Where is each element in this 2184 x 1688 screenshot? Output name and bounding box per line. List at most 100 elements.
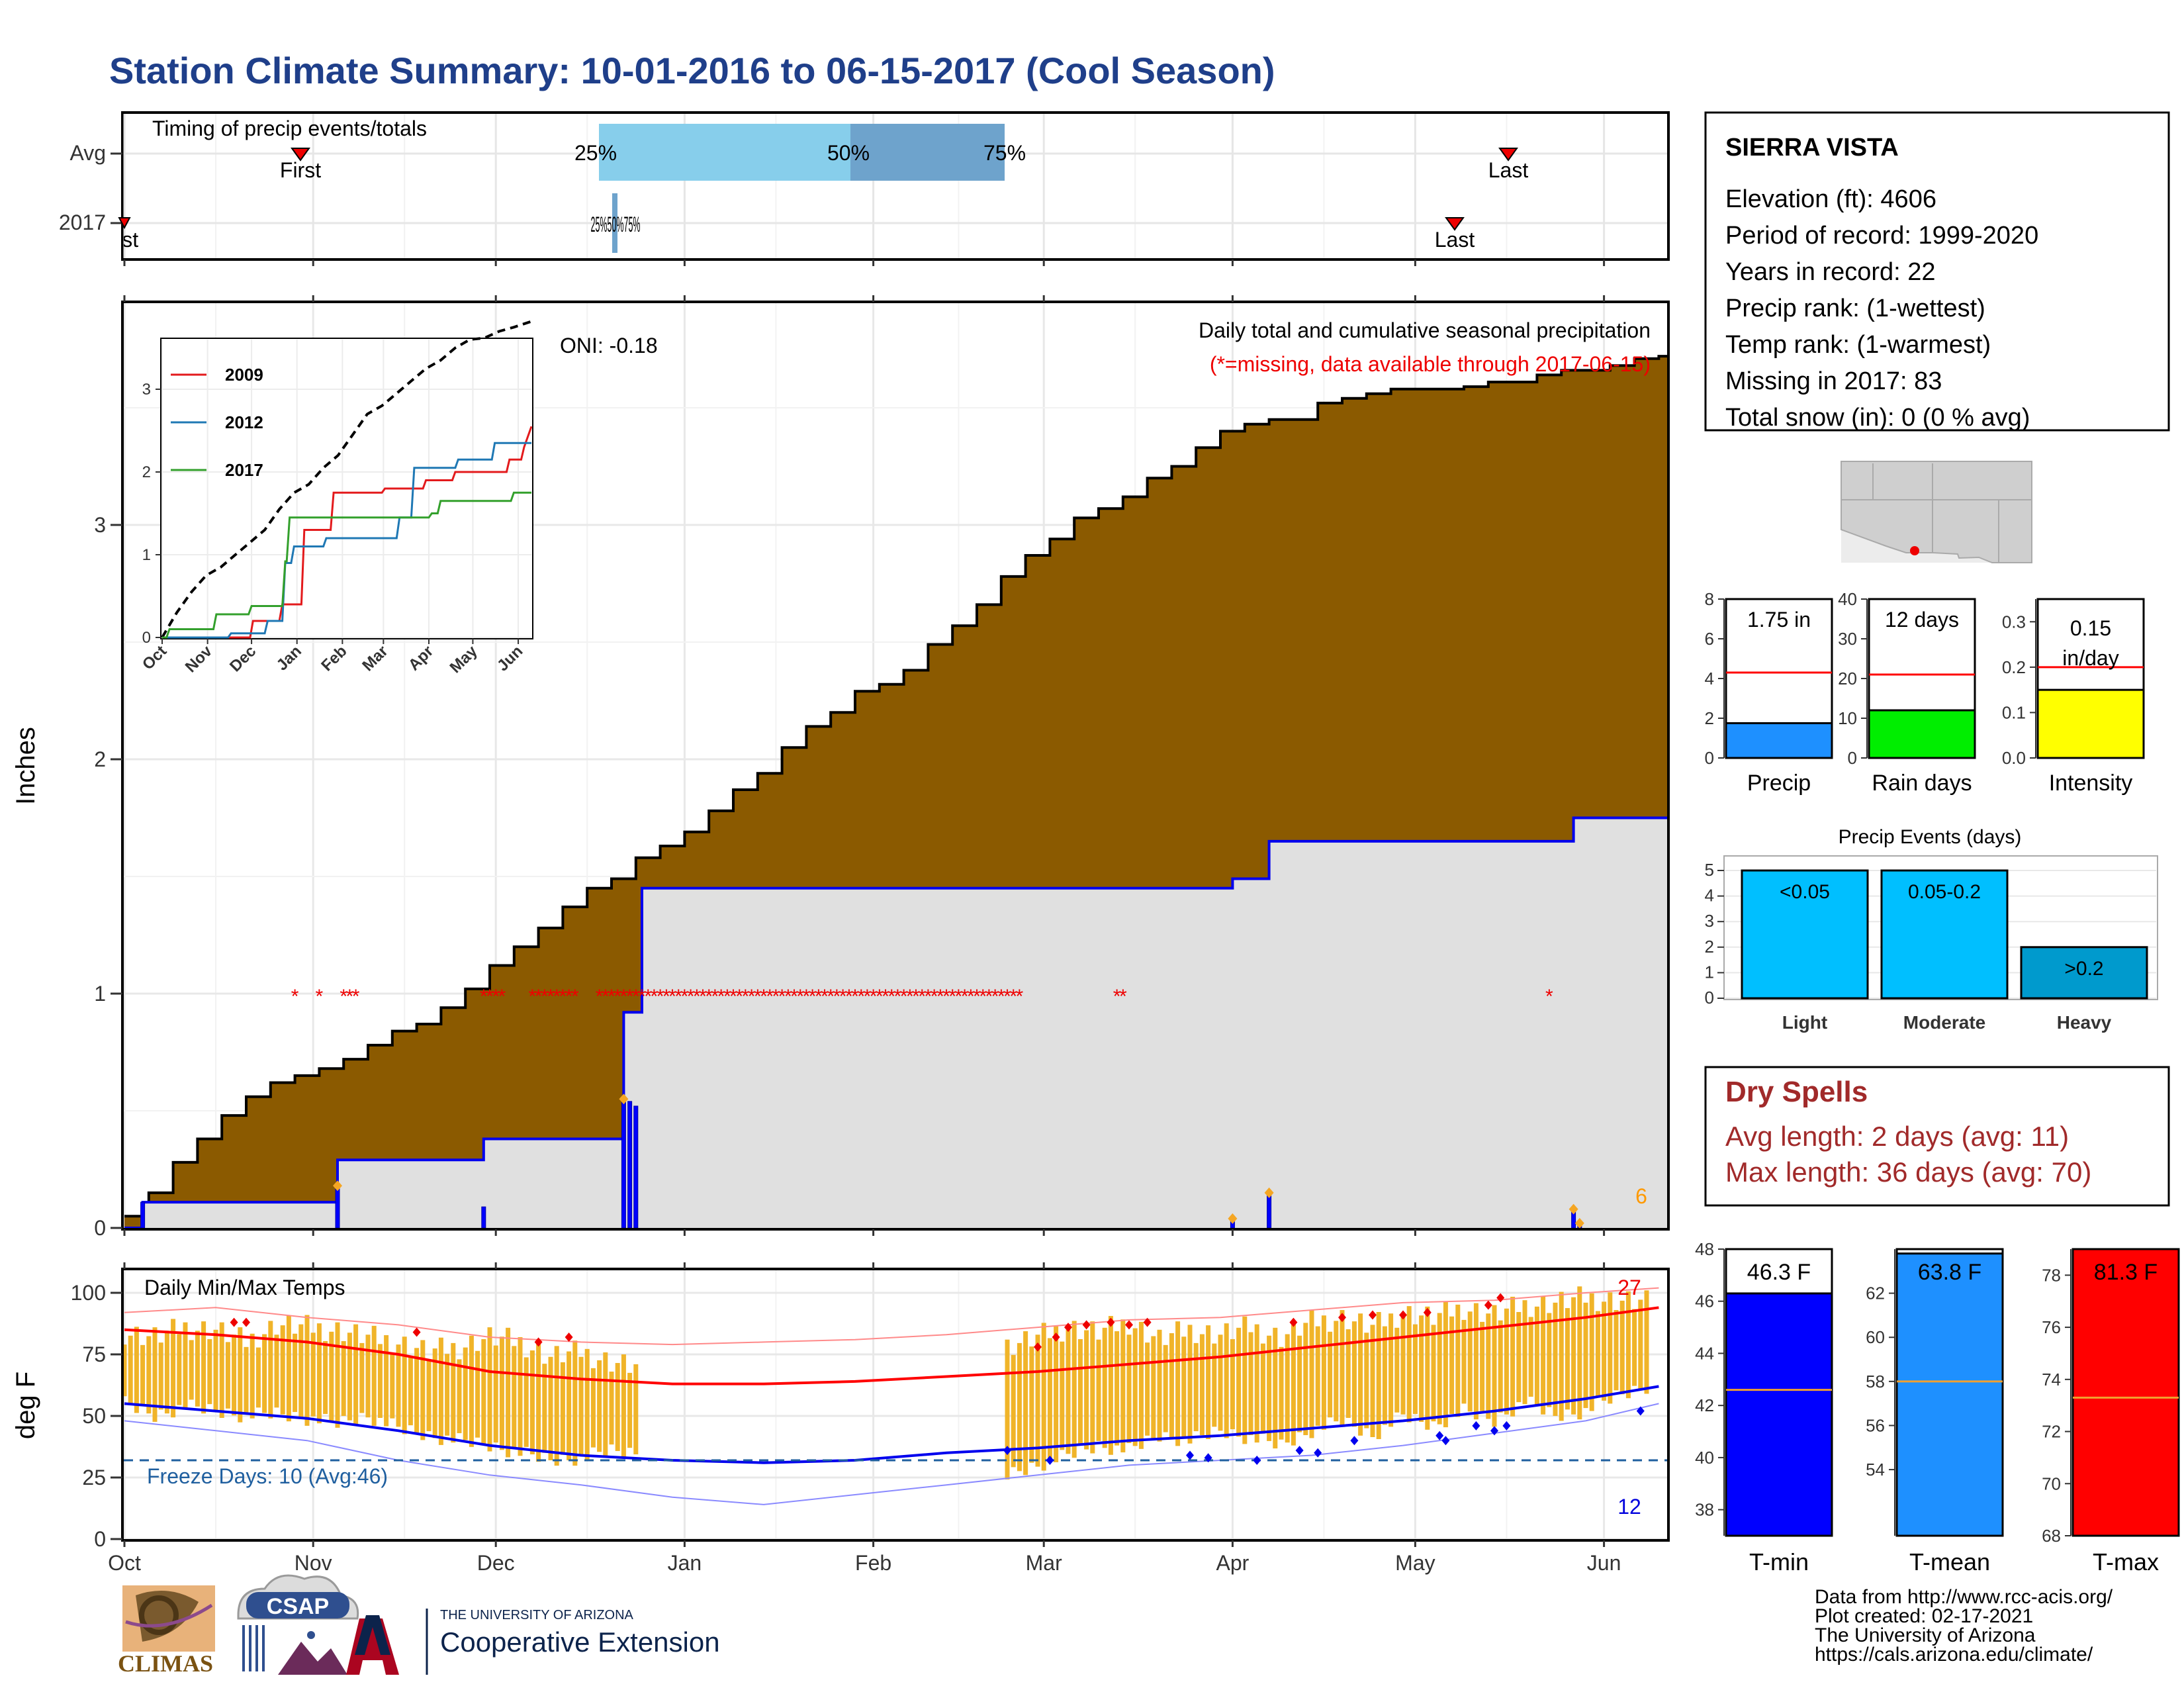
station-line-temp-rank: Temp rank: (1-warmest) xyxy=(1725,331,1991,359)
daily-temp-bar xyxy=(523,1357,529,1447)
record-high-marker xyxy=(1369,1310,1377,1320)
events-value-label: <0.05 xyxy=(1780,881,1830,903)
inset-line-2009 xyxy=(162,426,533,639)
daily-temp-bar xyxy=(499,1336,504,1450)
summary-bar-label: Intensity xyxy=(2049,771,2133,796)
missing-day-marker: * xyxy=(681,986,689,1008)
missing-day-marker: * xyxy=(541,986,549,1008)
missing-day-marker: * xyxy=(1113,986,1121,1008)
temp-summary-bar-label: T-min xyxy=(1749,1548,1809,1575)
season-2017-area xyxy=(124,818,1667,1228)
daily-temp-bar xyxy=(1473,1303,1479,1420)
temp-summary-bar-T-min xyxy=(1725,1292,1833,1537)
daily-temp-bar xyxy=(432,1348,437,1438)
temp-summary-bar-T-mean xyxy=(1895,1252,2004,1537)
daily-temp-bar xyxy=(1023,1331,1028,1476)
missing-day-marker: * xyxy=(864,986,872,1008)
daily-temp-bar xyxy=(1138,1321,1144,1449)
temp-summary-value-label: 81.3 F xyxy=(2094,1260,2158,1285)
events-ytick-label: 5 xyxy=(1705,860,1714,880)
daily-temp-bar xyxy=(1370,1325,1375,1437)
daily-temp-bar xyxy=(1419,1315,1424,1422)
station-line-period: Period of record: 1999-2020 xyxy=(1725,222,2038,250)
record-low-marker xyxy=(1490,1426,1498,1436)
missing-day-marker: * xyxy=(1009,986,1017,1008)
daily-temp-bar xyxy=(1449,1316,1455,1415)
daily-temp-bar xyxy=(548,1356,553,1460)
daily-temp-bar xyxy=(578,1356,584,1455)
missing-day-marker: * xyxy=(979,986,987,1008)
daily-temp-bar xyxy=(1181,1336,1187,1437)
record-min-line xyxy=(124,1403,1659,1505)
climas-logo[interactable]: CLIMAS xyxy=(118,1585,215,1677)
missing-day-marker: * xyxy=(925,986,933,1008)
record-high-marker xyxy=(534,1337,543,1347)
missing-day-marker: * xyxy=(961,986,969,1008)
timing-2017-last-marker xyxy=(1445,217,1465,231)
daily-temp-bar xyxy=(1437,1313,1442,1425)
daily-temp-bar xyxy=(1638,1299,1643,1390)
missing-day-marker: * xyxy=(626,986,634,1008)
inset-ytick-label: 1 xyxy=(142,546,151,564)
daily-temp-bar xyxy=(1096,1339,1101,1441)
daily-temp-bar xyxy=(1084,1330,1089,1450)
record-high-marker xyxy=(1064,1323,1072,1333)
summary-frame-Rain days xyxy=(1868,598,1976,759)
missing-day-marker: * xyxy=(845,986,853,1008)
csap-logo[interactable]: CSAP xyxy=(237,1574,359,1675)
summary-value-label: 1.75 in xyxy=(1747,608,1811,632)
daily-temp-bar xyxy=(1528,1317,1533,1397)
station-location-dot xyxy=(1910,546,1919,555)
temp-summary-bar-label: T-max xyxy=(2093,1548,2159,1575)
missing-day-marker: * xyxy=(827,986,835,1008)
precip-ytick-label: 1 xyxy=(94,982,106,1006)
daily-temp-bar xyxy=(1132,1328,1138,1446)
daily-temp-bar xyxy=(627,1372,633,1448)
summary-bar-Rain days xyxy=(1868,709,1976,759)
daily-temp-bar xyxy=(1273,1327,1278,1449)
record-high-marker xyxy=(1143,1317,1152,1327)
timing-p25: 25% xyxy=(574,141,617,165)
daily-temp-bar xyxy=(335,1322,340,1428)
daily-temp-bar xyxy=(408,1356,413,1426)
daily-temp-bar xyxy=(1321,1315,1326,1430)
daily-temp-bar xyxy=(1632,1309,1637,1386)
missing-day-marker: * xyxy=(1119,986,1127,1008)
station-line-missing: Missing in 2017: 83 xyxy=(1725,367,1942,395)
summary-bar-charts: 0 2 4 6 8 1.75 in Precip 0 10 20 30 40 12 days Rain d… xyxy=(1705,589,2145,796)
summary-value-label: 12 days xyxy=(1885,608,1959,632)
daily-temp-bar xyxy=(1047,1338,1052,1458)
temp-summary-ytick-label: 60 xyxy=(1866,1327,1885,1347)
daily-temp-bar xyxy=(445,1354,450,1436)
missing-day-marker: * xyxy=(638,986,646,1008)
daily-temp-bar xyxy=(1559,1291,1564,1421)
daily-temp-bar xyxy=(554,1346,559,1466)
timing-avg-last-marker xyxy=(1498,148,1518,162)
daily-temp-bar xyxy=(572,1340,578,1466)
record-low-marker xyxy=(1253,1455,1261,1465)
dry-spells-avg: Avg length: 2 days (avg: 11) xyxy=(1725,1121,2069,1152)
temp-summary-value-label: 46.3 F xyxy=(1747,1260,1811,1285)
missing-day-marker: * xyxy=(796,986,804,1008)
temp-summary-ytick-label: 76 xyxy=(2042,1317,2061,1337)
temp-title: Daily Min/Max Temps xyxy=(144,1276,345,1299)
missing-day-marker: * xyxy=(729,986,737,1008)
daily-temp-bar xyxy=(1011,1354,1016,1468)
daily-temp-bar xyxy=(609,1372,614,1445)
month-label: May xyxy=(1395,1551,1435,1575)
daily-temp-bar xyxy=(1212,1343,1217,1427)
month-label: Apr xyxy=(1216,1551,1250,1575)
precip-title: Daily total and cumulative seasonal prec… xyxy=(1199,318,1651,342)
university-of-arizona-logo[interactable]: THE UNIVERSITY OF ARIZONA Cooperative Ex… xyxy=(346,1608,720,1675)
missing-day-marker: * xyxy=(687,986,695,1008)
temp-summary-label-box xyxy=(1727,1250,1831,1291)
record-low-marker xyxy=(1314,1448,1322,1458)
summary-ytick-label: 0.0 xyxy=(2002,748,2026,768)
daily-temp-bar xyxy=(1169,1333,1174,1439)
inset-legend-label: 2012 xyxy=(225,412,263,432)
daily-temp-bar xyxy=(560,1362,565,1455)
daily-temp-bar xyxy=(1486,1313,1491,1419)
missing-day-marker: * xyxy=(547,986,555,1008)
daily-temp-bar xyxy=(463,1347,468,1440)
timing-row-2017: 2017 xyxy=(59,211,106,234)
